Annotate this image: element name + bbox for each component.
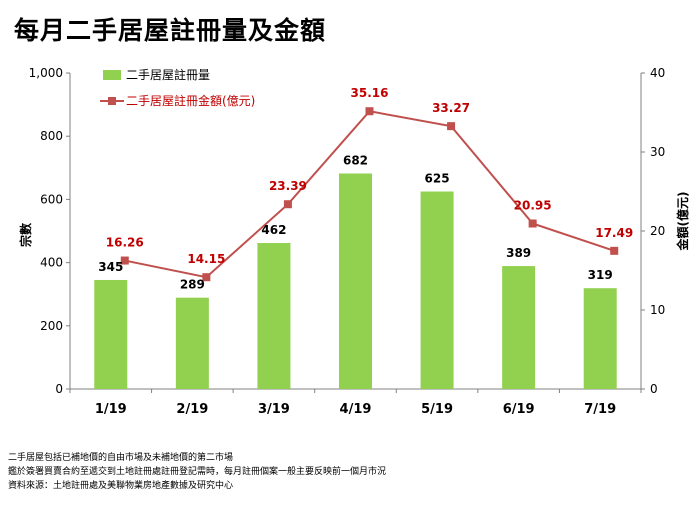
legend-bar-label: 二手居屋註冊量: [126, 68, 210, 82]
x-tick-label: 3/19: [258, 402, 290, 417]
line-value-label: 20.95: [514, 198, 552, 212]
page-title: 每月二手居屋註冊量及金額: [14, 16, 327, 45]
footnote-scope: 二手居屋包括已補地價的自由市場及未補地價的第二市場: [8, 453, 234, 463]
bar-series: [94, 173, 617, 389]
left-tick-label: 600: [40, 192, 63, 206]
line-value-label: 14.15: [187, 252, 225, 266]
bar-value-label: 682: [343, 153, 368, 167]
right-tick-label: 40: [650, 66, 665, 80]
y-axis-title: 宗數: [18, 223, 33, 247]
line-marker: [365, 107, 374, 116]
x-tick-label: 5/19: [421, 402, 453, 417]
bar-value-label: 345: [98, 260, 123, 274]
line-value-label: 16.26: [106, 236, 144, 250]
bar: [94, 279, 128, 389]
left-tick-label: 400: [40, 256, 63, 270]
bar-value-label: 462: [261, 223, 286, 237]
right-tick-label: 20: [650, 224, 665, 238]
bar-value-label: 319: [588, 268, 613, 282]
line-marker: [528, 219, 537, 228]
right-tick-label: 10: [650, 303, 665, 317]
left-tick-label: 800: [40, 129, 63, 143]
bar: [175, 297, 209, 389]
footnotes: 二手居屋包括已補地價的自由市場及未補地價的第二市場 鑑於簽署買賣合約至遞交到土地…: [8, 451, 386, 493]
x-tick-label: 6/19: [503, 402, 535, 417]
x-tick-label: 4/19: [340, 402, 372, 417]
chart-axes: 0 200 400 600 800 1,000 0 10 20 30 40 1/19 2/19 3/19 4…: [18, 66, 690, 417]
bar: [420, 191, 454, 389]
footnote-timing: 鑑於簽署買賣合約至遞交到土地註冊處註冊登記需時，每月註冊個案一般主要反映前一個月…: [8, 467, 387, 477]
line-series: [120, 107, 619, 282]
bar: [257, 243, 291, 389]
line-marker: [120, 256, 129, 265]
data-labels: 345 289 462 682 625 389 319 16.26 14.15 23.39 35.1…: [98, 86, 633, 291]
line-marker: [447, 122, 456, 131]
combo-chart: 0 200 400 600 800 1,000 0 10 20 30 40 1/19 2/19 3/19 4…: [18, 66, 690, 417]
bar: [339, 173, 372, 389]
line-value-label: 35.16: [351, 86, 389, 100]
legend-line-marker: [108, 97, 116, 105]
right-tick-label: 0: [650, 382, 658, 396]
line-marker: [610, 246, 619, 255]
footnote-source: 資料來源：土地註冊處及美聯物業房地產數據及研究中心: [8, 481, 234, 491]
y-axis-right-title: 金額(億元): [675, 192, 690, 252]
left-tick-label: 1,000: [29, 66, 63, 80]
bar-value-label: 625: [425, 172, 450, 186]
right-tick-label: 30: [650, 145, 665, 159]
legend-line-label: 二手居屋註冊金額(億元): [126, 93, 255, 108]
legend-bar-swatch: [103, 70, 121, 80]
line-marker: [202, 273, 211, 282]
line-value-label: 17.49: [595, 226, 633, 240]
x-tick-label: 2/19: [176, 402, 208, 417]
bar: [502, 266, 536, 389]
left-tick-label: 0: [55, 382, 63, 396]
line-marker: [283, 200, 292, 209]
x-tick-label: 7/19: [584, 402, 616, 417]
bar-value-label: 289: [180, 278, 205, 292]
line-value-label: 33.27: [432, 101, 470, 115]
left-tick-label: 200: [40, 319, 63, 333]
x-tick-label: 1/19: [95, 402, 127, 417]
line-value-label: 23.39: [269, 179, 307, 193]
bar-value-label: 389: [506, 246, 531, 260]
bar: [583, 288, 617, 389]
